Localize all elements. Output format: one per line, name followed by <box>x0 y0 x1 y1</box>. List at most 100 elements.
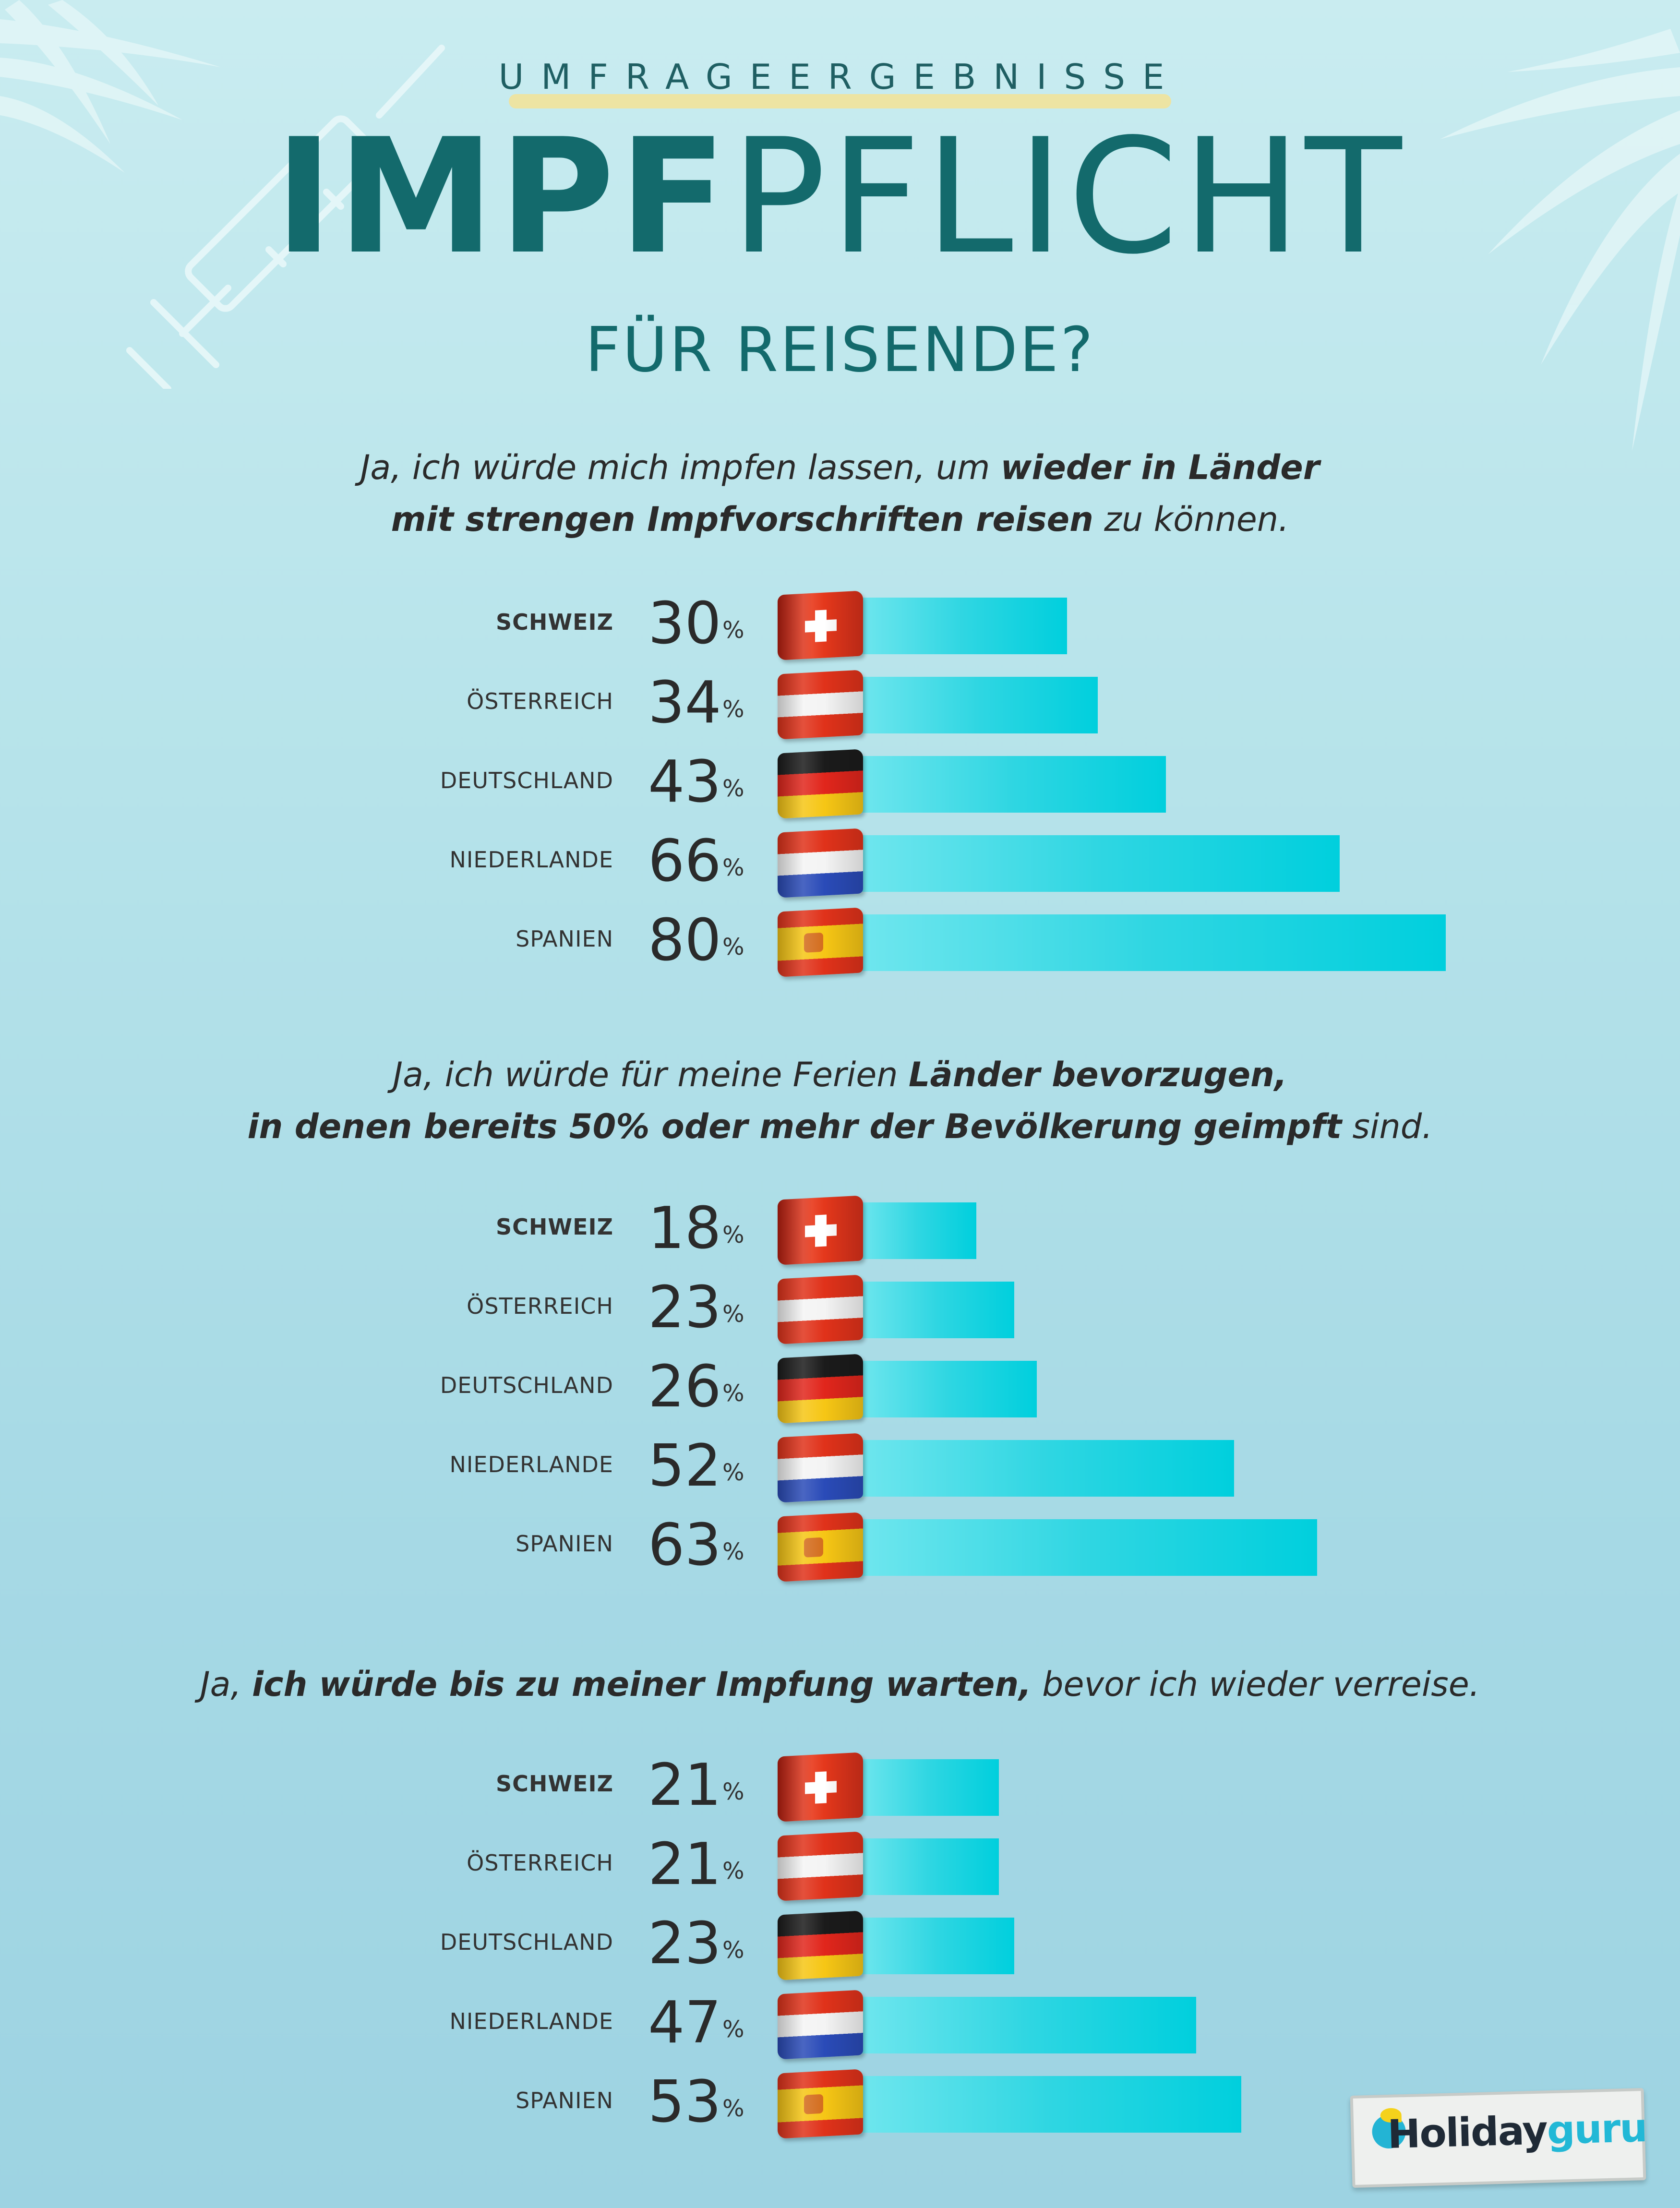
percent-sign: % <box>722 1301 744 1328</box>
value-label: 34 <box>648 670 721 736</box>
page-title: IMPFPFLICHT <box>0 118 1680 276</box>
value-label: 30 <box>648 590 721 657</box>
value-label: 26 <box>648 1354 721 1420</box>
flag-at-icon <box>778 1831 863 1901</box>
country-label: SCHWEIZ <box>495 609 613 635</box>
flag-nl-icon <box>778 828 863 898</box>
value-label: 18 <box>648 1195 721 1262</box>
value-label: 43 <box>648 749 721 816</box>
flag-nl-icon <box>778 1433 863 1503</box>
value-label: 66 <box>648 828 721 895</box>
chart-row: ÖSTERREICH 34% <box>0 670 1680 740</box>
percent-sign: % <box>722 1937 744 1964</box>
chart-row: NIEDERLANDE 52% <box>0 1433 1680 1503</box>
country-label: NIEDERLANDE <box>449 847 613 873</box>
value-label: 21 <box>648 1752 721 1819</box>
page-subtitle: FÜR REISENDE? <box>585 314 1095 386</box>
question-part: ich würde bis zu meiner Impfung warten, <box>252 1665 1032 1704</box>
country-label: NIEDERLANDE <box>449 2008 613 2034</box>
value-label: 80 <box>648 907 721 974</box>
flag-de-icon <box>778 749 863 819</box>
country-label: ÖSTERREICH <box>467 1850 613 1876</box>
flag-ch-icon <box>778 590 863 660</box>
question-part: zu können. <box>1093 500 1289 539</box>
bar <box>859 677 1098 733</box>
question-part: bevor ich wieder verreise. <box>1031 1665 1480 1704</box>
country-label: ÖSTERREICH <box>467 1293 613 1319</box>
bar <box>859 835 1340 892</box>
header-kicker: UMFRAGEERGEBNISSE <box>498 57 1182 97</box>
flag-nl-icon <box>778 1990 863 2060</box>
chart-row: ÖSTERREICH 23% <box>0 1274 1680 1344</box>
country-label: DEUTSCHLAND <box>440 1372 613 1398</box>
percent-sign: % <box>722 1538 744 1565</box>
question-1: Ja, ich würde mich impfen lassen, um wie… <box>0 442 1680 545</box>
chart-row: ÖSTERREICH 21% <box>0 1831 1680 1901</box>
bar <box>859 1838 999 1895</box>
bar <box>859 598 1067 654</box>
country-label: ÖSTERREICH <box>467 688 613 714</box>
bar <box>859 1440 1234 1497</box>
chart-row: NIEDERLANDE 66% <box>0 828 1680 898</box>
holidayguru-logo: Holidayguru <box>1350 2088 1647 2188</box>
flag-es-icon <box>778 907 863 977</box>
country-label: NIEDERLANDE <box>449 1452 613 1477</box>
palm-leaf-icon <box>0 0 221 173</box>
bar <box>859 1997 1196 2053</box>
question-3: Ja, ich würde bis zu meiner Impfung wart… <box>0 1658 1680 1710</box>
bar <box>859 2076 1241 2133</box>
question-part: mit strengen Impfvorschriften reisen <box>391 500 1093 539</box>
country-label: SCHWEIZ <box>495 1771 613 1797</box>
percent-sign: % <box>722 617 744 644</box>
percent-sign: % <box>722 1222 744 1248</box>
percent-sign: % <box>722 854 744 881</box>
percent-sign: % <box>722 2016 744 2043</box>
question-part: sind. <box>1342 1107 1433 1146</box>
bar <box>859 1361 1037 1417</box>
question-part: wieder in Länder <box>1000 448 1320 487</box>
country-label: DEUTSCHLAND <box>440 1929 613 1955</box>
bar <box>859 1519 1317 1576</box>
chart-row: DEUTSCHLAND 43% <box>0 749 1680 819</box>
question-part: Ja, ich würde mich impfen lassen, um <box>360 448 1001 487</box>
percent-sign: % <box>722 1858 744 1884</box>
percent-sign: % <box>722 934 744 960</box>
bar <box>859 914 1446 971</box>
flag-ch-icon <box>778 1195 863 1265</box>
value-label: 52 <box>648 1433 721 1500</box>
question-part: in denen bereits 50% oder mehr der Bevöl… <box>247 1107 1342 1146</box>
syringe-icon <box>126 45 445 389</box>
bar <box>859 756 1166 813</box>
question-2: Ja, ich würde für meine Ferien Länder be… <box>0 1049 1680 1152</box>
percent-sign: % <box>722 1380 744 1407</box>
percent-sign: % <box>722 2095 744 2122</box>
kicker-highlight <box>509 94 1171 108</box>
bar <box>859 1918 1014 1974</box>
question-part: Ja, <box>200 1665 252 1704</box>
country-label: SPANIEN <box>516 926 613 952</box>
percent-sign: % <box>722 1778 744 1805</box>
title-light: PFLICHT <box>731 105 1406 289</box>
bar <box>859 1759 999 1816</box>
country-label: SCHWEIZ <box>495 1214 613 1240</box>
chart-row: SCHWEIZ 21% <box>0 1752 1680 1822</box>
bar <box>859 1282 1014 1338</box>
value-label: 23 <box>648 1274 721 1341</box>
chart-row: NIEDERLANDE 47% <box>0 1990 1680 2060</box>
chart-row: SPANIEN 53% <box>0 2069 1680 2139</box>
flag-es-icon <box>778 1512 863 1582</box>
bar <box>859 1202 976 1259</box>
logo-part-2: guru <box>1546 2105 1647 2154</box>
chart-row: SPANIEN 80% <box>0 907 1680 977</box>
question-part: Ja, ich würde für meine Ferien <box>393 1055 909 1094</box>
flag-es-icon <box>778 2069 863 2139</box>
palm-leaf-icon <box>1440 29 1680 451</box>
value-label: 53 <box>648 2069 721 2136</box>
logo-part-1: Holiday <box>1387 2108 1548 2158</box>
value-label: 21 <box>648 1831 721 1898</box>
chart-row: DEUTSCHLAND 23% <box>0 1910 1680 1980</box>
chart-row: SCHWEIZ 18% <box>0 1195 1680 1265</box>
flag-at-icon <box>778 1274 863 1344</box>
logo-text: Holidayguru <box>1387 2105 1647 2158</box>
value-label: 63 <box>648 1512 721 1579</box>
